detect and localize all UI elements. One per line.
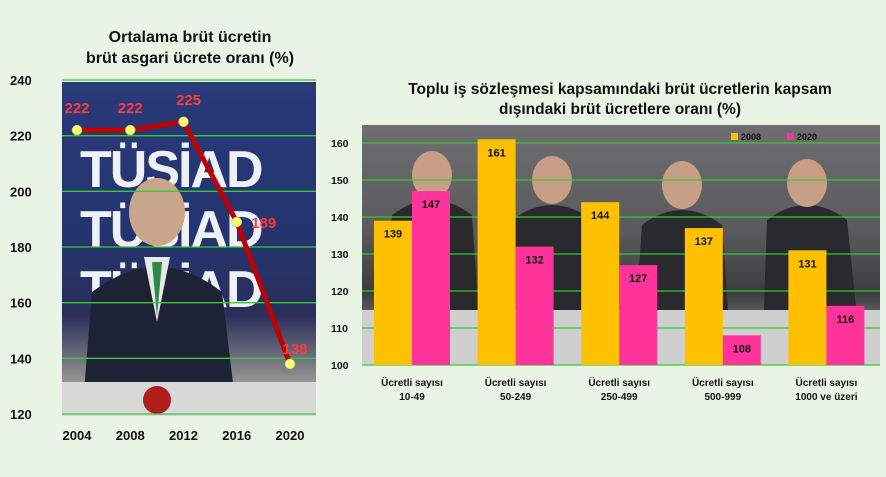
data-point bbox=[284, 358, 296, 370]
speaker-silhouette bbox=[62, 178, 316, 416]
category-label: Ücretli sayısı bbox=[588, 376, 650, 389]
x-tick-label: 2020 bbox=[276, 428, 305, 443]
category-label: 250-499 bbox=[601, 392, 638, 403]
right-bar-chart: 100 110 120 130 140 150 160 139 147 Ücretli sayıs… bbox=[331, 132, 880, 403]
y-tick-label: 100 bbox=[331, 360, 349, 372]
y-tick-label: 180 bbox=[10, 240, 32, 255]
left-title-line1: Ortalama brüt ücretin bbox=[108, 29, 272, 46]
category-label: 50-249 bbox=[500, 392, 532, 403]
left-title-line2: brüt asgari ücrete oranı (%) bbox=[85, 49, 295, 67]
bar-2020 bbox=[826, 305, 865, 365]
bar-2008 bbox=[788, 250, 827, 365]
data-label: 138 bbox=[282, 341, 307, 358]
data-point bbox=[71, 124, 83, 136]
category-label: Ücretli sayısı bbox=[796, 376, 858, 389]
bar-value-label: 116 bbox=[837, 314, 855, 326]
bar-2020 bbox=[412, 191, 450, 365]
bar-value-label: 144 bbox=[591, 210, 610, 222]
left-line-chart: 120 140 160 180 200 220 240 2004 2008 2012 2016 202… bbox=[10, 73, 316, 443]
y-tick-label: 160 bbox=[331, 138, 349, 150]
category-label: Ücretli sayısı bbox=[485, 376, 547, 389]
legend-label: 2008 bbox=[741, 132, 761, 142]
legend-swatch bbox=[731, 133, 738, 140]
x-tick-label: 2004 bbox=[63, 428, 93, 443]
bar-value-label: 127 bbox=[629, 273, 647, 285]
data-label: 189 bbox=[251, 215, 276, 232]
y-tick-label: 110 bbox=[331, 323, 348, 335]
y-tick-label: 220 bbox=[10, 129, 32, 144]
bar-value-label: 131 bbox=[798, 258, 816, 270]
y-tick-label: 240 bbox=[10, 73, 32, 88]
bar-2020 bbox=[515, 246, 554, 365]
bar-2008 bbox=[581, 202, 620, 365]
y-tick-label: 130 bbox=[331, 249, 349, 261]
legend-label: 2020 bbox=[797, 132, 817, 142]
x-tick-label: 2008 bbox=[116, 428, 145, 443]
legend-swatch bbox=[787, 133, 794, 140]
y-tick-label: 160 bbox=[10, 296, 32, 311]
data-label: 222 bbox=[64, 100, 89, 117]
data-point bbox=[178, 116, 189, 127]
category-label: Ücretli sayısı bbox=[381, 376, 443, 389]
data-label: 225 bbox=[176, 92, 201, 109]
series-line bbox=[77, 119, 293, 365]
bar-2020 bbox=[722, 335, 761, 365]
right-title-line1: Toplu iş sözleşmesi kapsamındaki brüt üc… bbox=[408, 81, 832, 98]
category-label: Ücretli sayısı bbox=[692, 376, 754, 389]
category-label: 1000 ve üzeri bbox=[795, 392, 857, 403]
data-point bbox=[231, 216, 242, 228]
data-point bbox=[125, 124, 136, 136]
x-tick-label: 2012 bbox=[169, 428, 198, 443]
bar-value-label: 132 bbox=[525, 255, 543, 267]
category-label: 500-999 bbox=[704, 392, 741, 403]
y-tick-label: 120 bbox=[331, 286, 349, 298]
bar-2020 bbox=[619, 265, 658, 365]
y-tick-label: 200 bbox=[10, 184, 32, 199]
right-title-line2: dışındaki brüt ücretlere oranı (%) bbox=[498, 101, 742, 119]
bar-value-label: 108 bbox=[733, 343, 751, 355]
bar-value-label: 137 bbox=[695, 236, 713, 248]
y-tick-label: 150 bbox=[331, 175, 349, 187]
left-chart-title: Ortalama brüt ücretin brüt asgari ücrete… bbox=[40, 28, 340, 70]
x-tick-label: 2016 bbox=[222, 428, 251, 443]
right-chart-title: Toplu iş sözleşmesi kapsamındaki brüt üc… bbox=[360, 80, 880, 120]
bar-2008 bbox=[477, 139, 516, 365]
bar-value-label: 161 bbox=[487, 147, 505, 159]
category-label: 10-49 bbox=[399, 392, 425, 403]
bar-2008 bbox=[684, 228, 723, 365]
bar-value-label: 147 bbox=[422, 199, 440, 211]
y-tick-label: 140 bbox=[10, 351, 32, 366]
bar-2008 bbox=[374, 220, 412, 365]
bar-value-label: 139 bbox=[384, 229, 402, 241]
data-label: 222 bbox=[118, 100, 143, 117]
left-background-photo: TÜSİAD TÜSİAD TÜSİAD bbox=[62, 82, 316, 416]
y-tick-label: 120 bbox=[10, 407, 32, 422]
y-tick-label: 140 bbox=[331, 212, 349, 224]
